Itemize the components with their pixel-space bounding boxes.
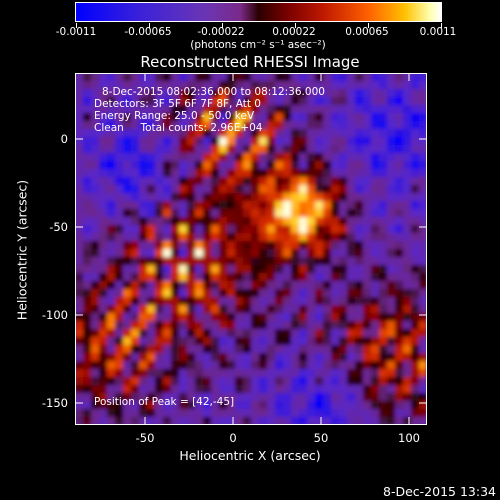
info-energy-range: Energy Range: 25.0 - 50.0 keV — [94, 110, 255, 122]
colorbar-tick-label: 0.00022 — [272, 26, 316, 38]
x-axis-label: Heliocentric X (arcsec) — [179, 448, 321, 463]
y-tick-label: 0 — [60, 132, 68, 146]
x-tick-label: -50 — [135, 431, 155, 445]
colorbar-tick-label: 0.00065 — [345, 26, 389, 38]
y-axis-label: Heliocentric Y (arcsec) — [14, 179, 30, 321]
colorbar-units: (photons cm⁻² s⁻¹ asec⁻²) — [190, 39, 326, 51]
colorbar — [75, 2, 442, 28]
y-tick-label: -150 — [41, 396, 68, 410]
info-clean-counts: Clean Total counts: 2.96E+04 — [94, 122, 263, 134]
x-tick-label: 0 — [229, 431, 237, 445]
info-peak-position: Position of Peak = [42,-45] — [94, 396, 235, 408]
info-detectors: Detectors: 3F 5F 6F 7F 8F, Att 0 — [94, 98, 261, 110]
x-tick-label: 50 — [313, 431, 329, 445]
info-time-range: 8-Dec-2015 08:02:36.000 to 08:12:36.000 — [102, 86, 325, 98]
plot-timestamp: 8-Dec-2015 13:34 — [383, 484, 496, 499]
y-tick-label: -50 — [49, 220, 68, 234]
colorbar-tick-label: -0.00065 — [124, 26, 172, 38]
rhessi-image — [75, 73, 427, 425]
y-tick-label: -100 — [41, 308, 68, 322]
colorbar-tick-label: -0.00022 — [197, 26, 245, 38]
colorbar-tick-label: -0.0011 — [55, 26, 97, 38]
plot-title: Reconstructed RHESSI Image — [140, 53, 360, 71]
x-tick-label: 100 — [398, 431, 420, 445]
colorbar-tick-label: 0.0011 — [419, 26, 457, 38]
